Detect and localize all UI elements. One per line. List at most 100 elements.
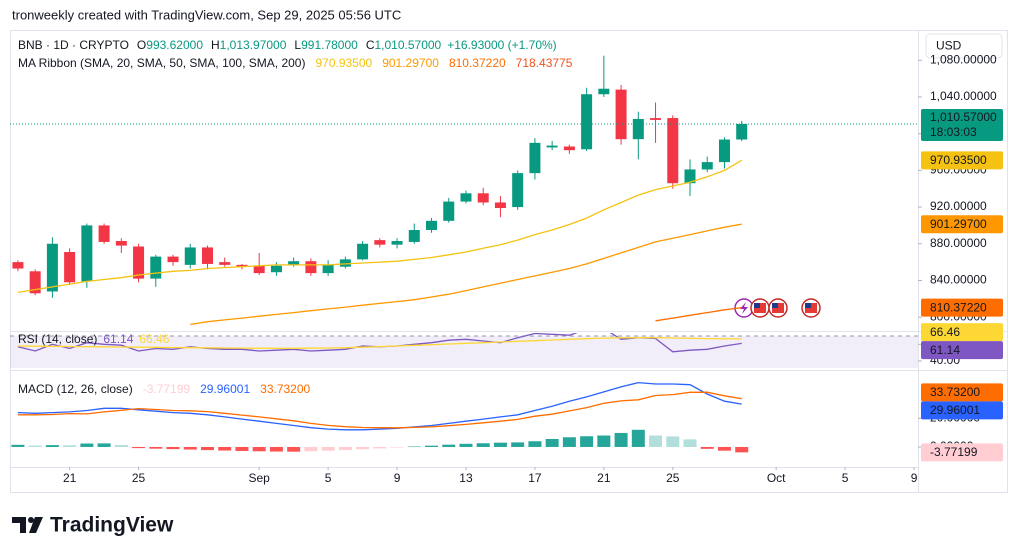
moving-average bbox=[655, 306, 742, 322]
x-tick-label: 5 bbox=[842, 471, 849, 485]
candle-body bbox=[391, 241, 403, 245]
price-label-box bbox=[921, 298, 1003, 317]
candle-body bbox=[598, 88, 610, 95]
candle-body bbox=[305, 261, 317, 274]
flag bbox=[754, 303, 760, 308]
histogram-bar bbox=[528, 441, 542, 447]
price-label-box bbox=[921, 323, 1003, 342]
histogram-bar bbox=[97, 443, 111, 447]
histogram-bar bbox=[407, 446, 421, 448]
candle-body bbox=[512, 173, 524, 208]
x-tick-label: Sep bbox=[249, 471, 271, 485]
price-label: 33.73200 bbox=[930, 385, 980, 399]
close-label-box bbox=[921, 108, 1003, 141]
logo-mark bbox=[12, 517, 26, 533]
price-label: 810.37220 bbox=[930, 300, 987, 314]
histogram-bar bbox=[717, 446, 731, 451]
rsi-pane bbox=[10, 333, 918, 368]
rsi-band bbox=[10, 336, 918, 368]
histogram-bar bbox=[631, 429, 645, 447]
y-tick-label: 1,040.00000 bbox=[930, 89, 997, 103]
legend-item: 993.62000 bbox=[146, 38, 203, 52]
histogram-bar bbox=[390, 446, 404, 448]
histogram-bar bbox=[338, 446, 352, 451]
histogram-bar bbox=[63, 445, 77, 447]
candle-body bbox=[46, 243, 58, 292]
event-icons bbox=[734, 298, 821, 318]
rsi-line bbox=[17, 337, 742, 349]
x-tick-label: 25 bbox=[132, 471, 146, 485]
legend-item: MACD (12, 26, close) bbox=[18, 382, 133, 396]
candle-body bbox=[650, 118, 662, 120]
price-pane bbox=[12, 55, 748, 326]
histogram-bar bbox=[511, 442, 525, 447]
candle-body bbox=[632, 118, 644, 140]
price-label-box bbox=[921, 341, 1003, 360]
histogram-bar bbox=[287, 446, 301, 452]
price-label: 29.96001 bbox=[930, 403, 980, 417]
candle-body bbox=[408, 230, 420, 242]
x-tick-label: 17 bbox=[528, 471, 542, 485]
histogram-bar bbox=[252, 446, 266, 452]
legend-item: 66.46 bbox=[139, 332, 169, 346]
histogram-bar bbox=[442, 444, 456, 447]
candle-body bbox=[270, 265, 282, 273]
candle-body bbox=[529, 142, 541, 174]
candle-body bbox=[494, 202, 506, 208]
currency-button[interactable] bbox=[925, 33, 1003, 59]
candle-body bbox=[357, 243, 369, 260]
histogram-bar bbox=[11, 444, 25, 447]
candle-body bbox=[115, 241, 127, 246]
legend: MACD (12, 26, close) -3.77199 29.96001 33.7… bbox=[18, 382, 311, 396]
histogram-bar bbox=[200, 446, 214, 451]
macd-line bbox=[17, 381, 742, 431]
legend-item: 970.93500 bbox=[315, 56, 372, 70]
candle-body bbox=[322, 264, 334, 274]
candle-body bbox=[167, 256, 179, 263]
legend-item: 29.96001 bbox=[200, 382, 250, 396]
histogram-bar bbox=[373, 446, 387, 449]
histogram-bar bbox=[218, 446, 232, 451]
legend-item: 33.73200 bbox=[260, 382, 310, 396]
histogram-bar bbox=[735, 446, 749, 453]
histogram-bar bbox=[459, 443, 473, 447]
candle-body bbox=[615, 89, 627, 140]
histogram-bar bbox=[304, 446, 318, 452]
price-label-box bbox=[921, 215, 1003, 234]
histogram-bar bbox=[80, 443, 94, 447]
x-tick-label: 9 bbox=[394, 471, 401, 485]
candle-body bbox=[184, 247, 196, 265]
macd-pane bbox=[11, 381, 749, 453]
candle-body bbox=[736, 123, 748, 140]
candle-body bbox=[546, 145, 558, 148]
candle-body bbox=[133, 246, 145, 279]
histogram-bar bbox=[683, 439, 697, 447]
chart-frame bbox=[10, 30, 1008, 493]
y-tick-label: 1,080.00000 bbox=[930, 52, 997, 66]
candle-body bbox=[253, 265, 265, 274]
legend-item: 901.29700 bbox=[382, 56, 439, 70]
price-label: 970.93500 bbox=[930, 153, 987, 167]
candle-body bbox=[477, 193, 489, 203]
histogram-bar bbox=[493, 442, 507, 447]
histogram-bar bbox=[476, 443, 490, 447]
countdown: 18:03:03 bbox=[930, 125, 977, 139]
x-tick-label: Oct bbox=[767, 471, 786, 485]
flag bbox=[805, 303, 811, 308]
histogram-bar bbox=[614, 432, 628, 447]
candle-body bbox=[98, 225, 110, 242]
histogram-bar bbox=[269, 446, 283, 452]
candle-body bbox=[718, 139, 730, 163]
legend: MA Ribbon (SMA, 20, SMA, 50, SMA, 100, S… bbox=[18, 56, 573, 70]
candle-body bbox=[288, 261, 300, 265]
price-label: 901.29700 bbox=[930, 217, 987, 231]
legend-item: 1,010.57000 bbox=[375, 38, 442, 52]
histogram-bar bbox=[28, 445, 42, 447]
candle-body bbox=[563, 146, 575, 151]
histogram-bar bbox=[649, 435, 663, 447]
price-label-box bbox=[921, 151, 1003, 170]
legend-item: -3.77199 bbox=[143, 382, 191, 396]
histogram-bar bbox=[356, 446, 370, 450]
histogram-bar bbox=[235, 446, 249, 451]
